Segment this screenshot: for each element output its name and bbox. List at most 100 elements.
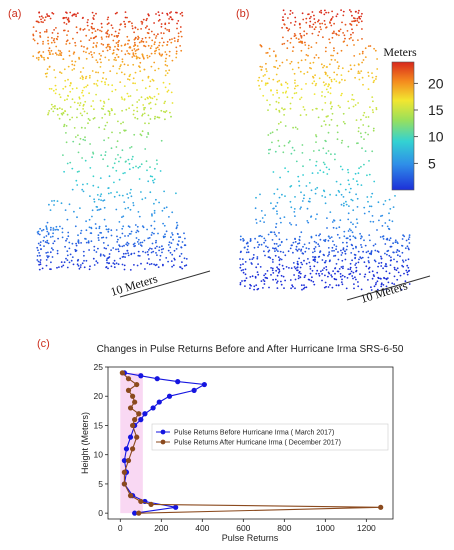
cloud-a-point [85, 229, 88, 232]
cloud-b-point [359, 17, 361, 20]
cloud-a-point [68, 261, 71, 264]
cloud-b-point [314, 74, 316, 77]
cloud-b-point [349, 262, 352, 265]
cloud-a-point [93, 14, 95, 17]
cloud-b-point [241, 280, 243, 282]
cloud-a-point [43, 245, 45, 248]
cloud-b-point [309, 67, 311, 69]
cloud-b-point [294, 215, 296, 218]
point-cloud-b [239, 9, 411, 291]
cloud-b-point [298, 248, 300, 251]
cloud-a-point [117, 41, 119, 44]
cloud-a-point [157, 232, 159, 235]
legend: Pulse Returns Before Hurricane Irma ( Ma… [151, 423, 389, 451]
cloud-b-point [324, 9, 326, 12]
cloud-b-point [355, 262, 357, 265]
cloud-a-point [143, 45, 146, 47]
cloud-b-point [285, 238, 288, 241]
cloud-a-point [46, 221, 49, 224]
cloud-a-point [118, 67, 121, 70]
cloud-b-point [249, 238, 252, 240]
legend-label-before: Pulse Returns Before Hurricane Irma ( Ma… [174, 430, 334, 437]
cloud-b-point [387, 227, 390, 230]
cloud-b-point [309, 26, 311, 28]
cloud-b-point [347, 179, 350, 182]
cloud-b-point [351, 20, 353, 23]
cloud-a-point [166, 14, 169, 16]
cloud-b-point [297, 61, 300, 64]
cloud-b-point [242, 237, 244, 240]
cloud-a-point [84, 139, 86, 142]
cloud-b-point [325, 115, 328, 118]
cloud-a-point [105, 46, 108, 49]
cloud-a-point [158, 44, 161, 47]
cloud-a-point [108, 46, 111, 48]
cloud-a-point [90, 37, 92, 40]
cloud-a-point [100, 154, 103, 157]
cloud-a-point [91, 31, 94, 34]
cloud-b-point [244, 273, 247, 276]
cloud-a-point [98, 198, 100, 201]
cloud-b-point [407, 247, 410, 250]
cloud-b-point [366, 174, 368, 177]
cloud-a-point [115, 208, 118, 211]
cloud-a-point [65, 141, 68, 144]
cloud-a-point [146, 56, 149, 59]
cloud-a-point [42, 21, 44, 24]
cloud-b-point [264, 273, 267, 275]
cloud-a-point [158, 52, 161, 55]
cloud-b-point [326, 74, 329, 77]
cloud-b-point [370, 253, 372, 256]
cloud-a-point [50, 226, 52, 229]
y-tick-label-4: 20 [94, 391, 104, 401]
cloud-a-point [107, 228, 109, 231]
cloud-b-point [314, 260, 316, 263]
cloud-a-point [39, 259, 42, 261]
cloud-b-point [384, 243, 387, 245]
cloud-a-point [103, 218, 106, 221]
cloud-a-point [155, 49, 158, 52]
cloud-a-point [92, 42, 95, 44]
cloud-a-point [69, 118, 71, 121]
cloud-a-point [183, 257, 186, 260]
cloud-b-point [314, 258, 316, 261]
cloud-a-point [129, 233, 132, 235]
cloud-a-point [179, 266, 181, 268]
cloud-a-point [99, 99, 102, 102]
cloud-a-point [167, 244, 170, 246]
cloud-b-point [297, 175, 300, 178]
cloud-b-point [315, 135, 318, 138]
cloud-a-point [95, 44, 98, 47]
cloud-a-point [129, 73, 132, 76]
cloud-b-point [296, 128, 299, 130]
cloud-b-point [283, 216, 286, 219]
cloud-a-point [107, 192, 110, 195]
cloud-a-point [134, 36, 137, 39]
cloud-a-point [161, 44, 164, 47]
cloud-b-point [404, 280, 407, 283]
cloud-b-point [317, 19, 320, 22]
cloud-b-point [352, 31, 354, 34]
cloud-b-point [282, 275, 285, 278]
point-s0-6 [121, 457, 128, 464]
cloud-a-point [43, 58, 46, 61]
cloud-b-point [318, 274, 321, 277]
cloud-b-point [312, 251, 314, 254]
cloud-a-point [89, 143, 91, 145]
cloud-b-point [342, 267, 344, 270]
cloud-a-point [60, 52, 63, 54]
cloud-b-point [336, 73, 338, 76]
cloud-b-point [344, 250, 346, 253]
cloud-a-point [75, 179, 78, 182]
cloud-b-point [304, 44, 307, 46]
cloud-a-point [127, 225, 130, 228]
cloud-b-point [278, 259, 281, 262]
cloud-a-point [138, 41, 141, 44]
cloud-a-point [150, 52, 153, 55]
cloud-b-point [363, 138, 365, 141]
cloud-b-point [309, 62, 312, 64]
cloud-a-point [37, 230, 40, 233]
cloud-b-point [359, 232, 361, 235]
cloud-b-point [324, 50, 327, 53]
cloud-a-point [134, 43, 136, 46]
